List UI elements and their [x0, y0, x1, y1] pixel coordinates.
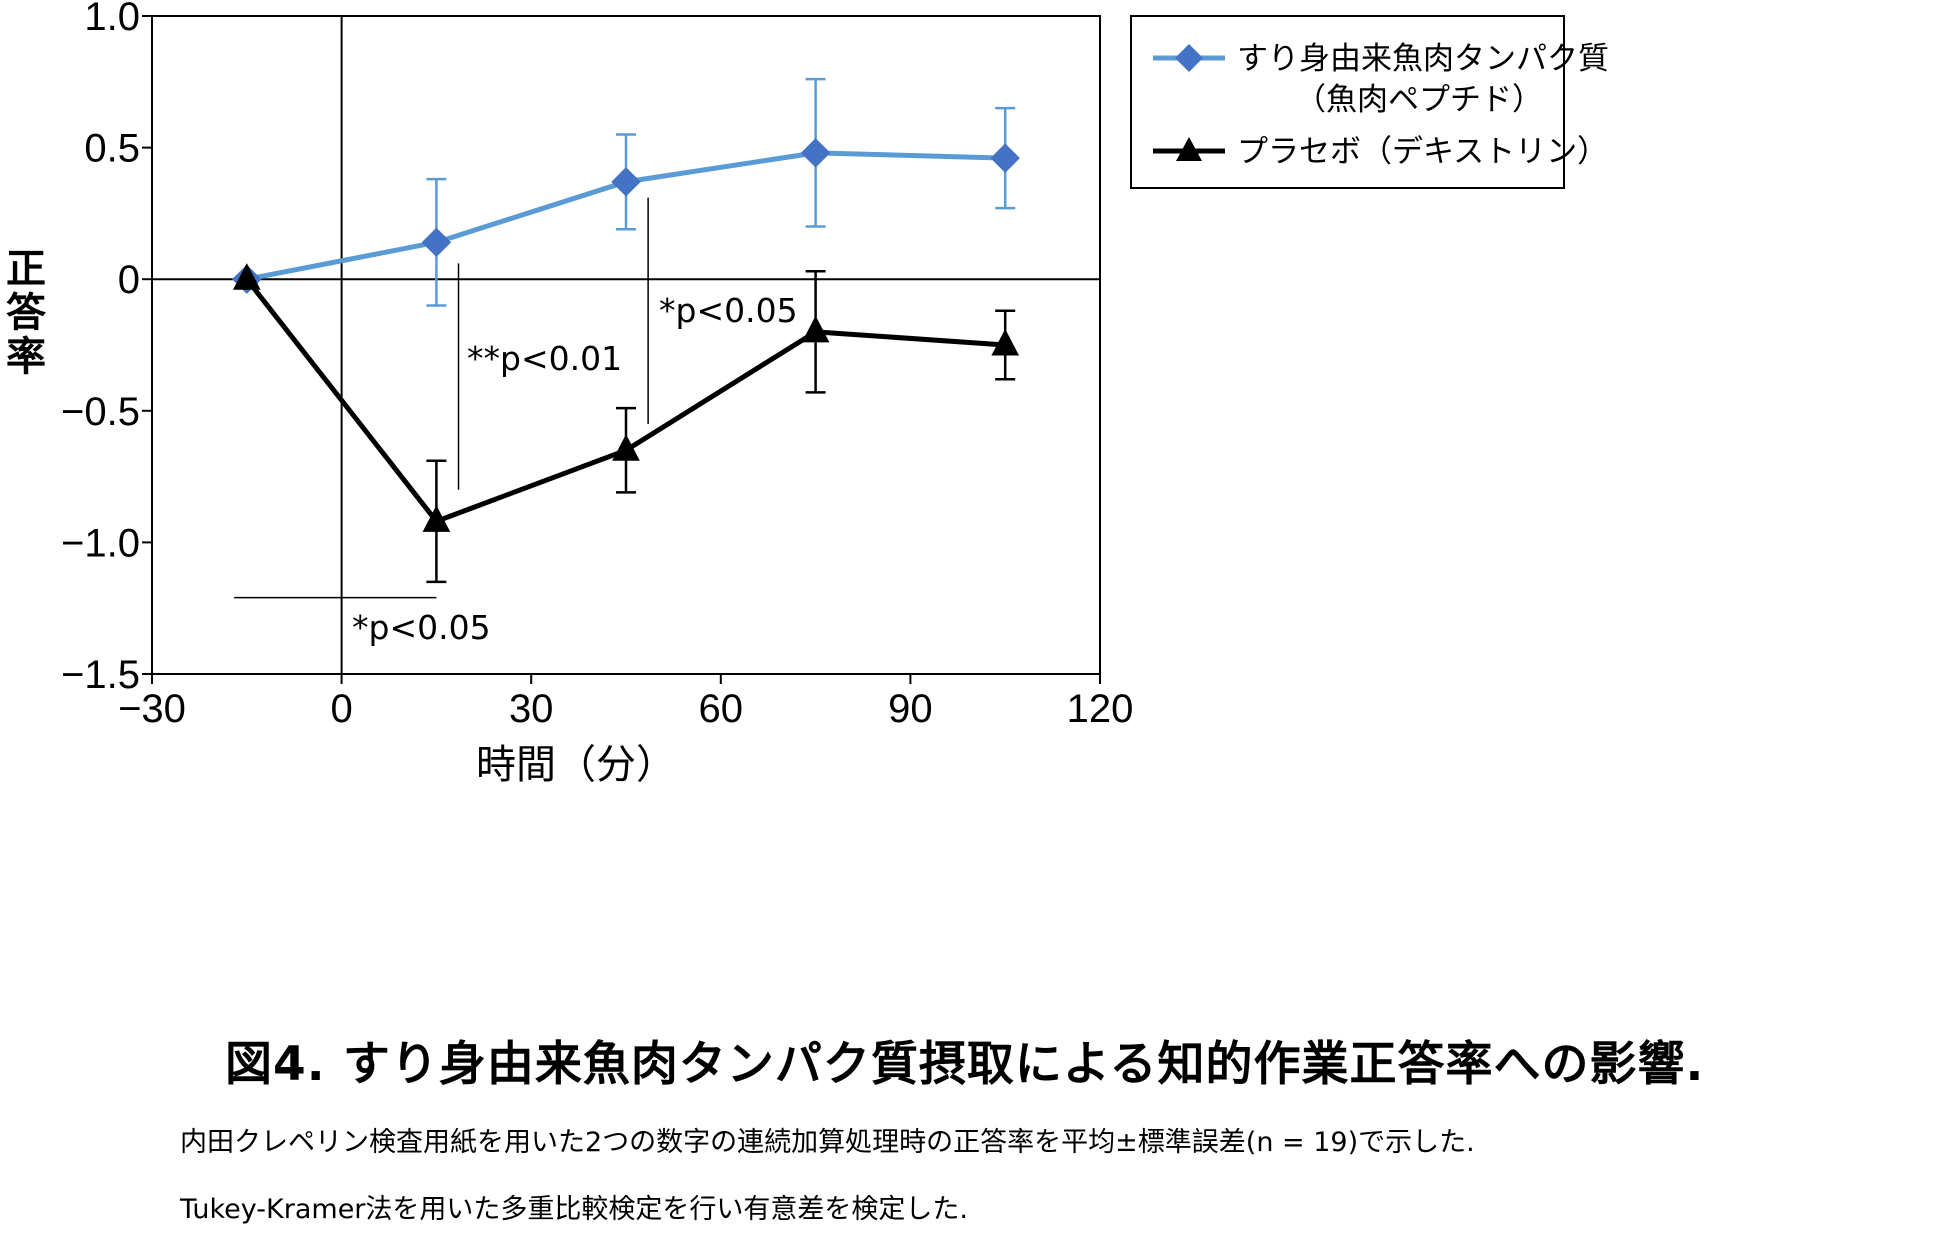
triangle-marker [612, 434, 640, 461]
legend-triangle-marker [1176, 137, 1202, 161]
x-tick-label: 60 [699, 687, 744, 731]
triangle-marker [232, 263, 261, 290]
x-axis-title: 時間（分） [476, 742, 676, 788]
figure-caption-line-1: 内田クレペリン検査用紙を用いた2つの数字の連続加算処理時の正答率を平均±標準誤差… [180, 1127, 1475, 1158]
legend-label-sub: （魚肉ペプチド） [1295, 82, 1543, 118]
legend-label: すり身由来魚肉タンパク質 [1237, 41, 1609, 77]
y-tick-label: −0.5 [61, 390, 140, 434]
significance-label: *p<0.05 [659, 291, 798, 330]
triangle-marker [991, 328, 1020, 356]
y-tick-label: −1.0 [61, 521, 140, 565]
significance-label: **p<0.01 [467, 339, 622, 378]
series [232, 77, 1020, 584]
diamond-marker [990, 143, 1020, 173]
x-tick-label: 120 [1067, 687, 1134, 731]
diamond-marker [421, 227, 452, 258]
series-placebo [232, 263, 1020, 584]
significance-label: *p<0.05 [352, 608, 491, 647]
x-tick-label: 0 [330, 687, 352, 731]
legend-diamond-marker [1175, 44, 1203, 72]
legend-box [1130, 15, 1565, 189]
legend-label: プラセボ（デキストリン） [1237, 134, 1608, 170]
series-fish-peptide [232, 77, 1020, 307]
y-tick-label: 1.0 [84, 0, 140, 39]
figure-caption-line-2: Tukey-Kramer法を用いた多重比較検定を行い有意差を検定した. [180, 1194, 968, 1225]
legend: すり身由来魚肉タンパク質 （魚肉ペプチド） プラセボ（デキストリン） [1130, 15, 1609, 189]
x-tick-label: 90 [888, 687, 933, 731]
diamond-marker [800, 138, 831, 168]
chart: 1.0 0.5 0 −0.5 −1.0 −1.5−30 0 30 60 90 120 時間（分） 正答率… [0, 0, 1609, 788]
annotations: **p<0.01 *p<0.05 *p<0.05 [234, 197, 798, 647]
triangle-marker [801, 315, 830, 343]
y-tick-label: 0.5 [84, 127, 140, 171]
figure-title: 図4. すり身由来魚肉タンパク質摂取による知的作業正答率への影響. [225, 1037, 1705, 1092]
triangle-marker [422, 505, 451, 532]
plot-frame [151, 15, 1101, 675]
x-tick-label: −30 [118, 687, 186, 731]
x-tick-label: 30 [509, 687, 554, 731]
y-tick-label: 0 [118, 258, 140, 302]
plot-area [151, 15, 1101, 675]
axes: 1.0 0.5 0 −0.5 −1.0 −1.5−30 0 30 60 90 120 時間（分） 正答率 [0, 0, 1133, 788]
y-axis-title: 正答率 [0, 247, 46, 379]
diamond-marker [611, 167, 641, 197]
y-tick-label: −1.5 [61, 653, 140, 697]
